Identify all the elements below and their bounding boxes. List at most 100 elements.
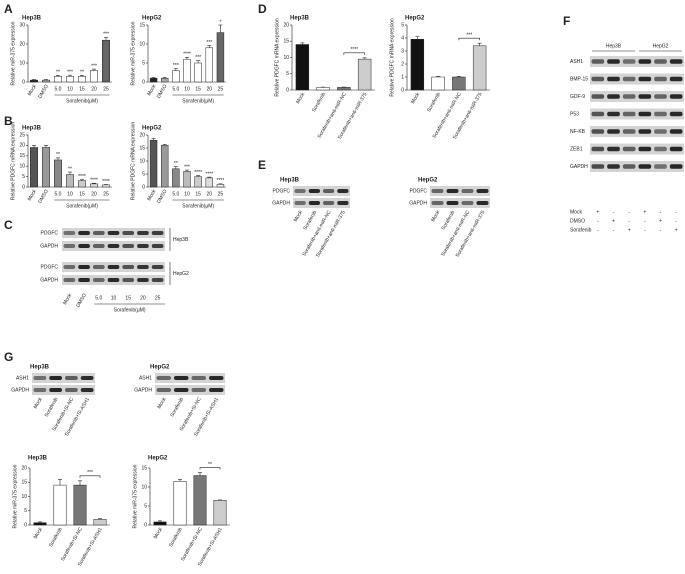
- blot-band: [669, 76, 683, 82]
- bar: [472, 45, 487, 91]
- x-axis-label: Sorafenib(μM): [66, 203, 98, 209]
- significance: ****: [90, 178, 98, 184]
- blot-band: [591, 111, 605, 117]
- blot-band: [137, 278, 149, 282]
- x-tick-label: 10: [67, 191, 73, 197]
- blot-band: [669, 129, 683, 134]
- condition-sign: +: [612, 218, 615, 224]
- blot-band: [622, 129, 636, 134]
- bar: [90, 183, 98, 188]
- blot-band: [151, 231, 164, 235]
- significance: ****: [102, 179, 110, 185]
- blot-band: [308, 189, 320, 193]
- bar: [295, 44, 310, 91]
- y-tick-label: 5: [142, 171, 145, 177]
- bar: [216, 32, 225, 83]
- lane-label: Mock: [146, 83, 157, 97]
- y-tick-label: 0: [286, 87, 289, 93]
- x-axis-label: Sorafenib(μM): [66, 98, 98, 104]
- x-axis-label: Sorafenib(μM): [114, 307, 146, 313]
- blot-background: [430, 198, 490, 208]
- lane-label: Mock: [156, 396, 167, 410]
- blot-band: [92, 244, 105, 248]
- lane-label: 20: [140, 295, 146, 301]
- significance: ***: [67, 69, 73, 75]
- blot-background: [155, 373, 225, 383]
- x-tick-label: 15: [195, 86, 201, 92]
- bar: [172, 168, 180, 188]
- x-tick-label: 25: [218, 191, 224, 197]
- blot-band: [446, 189, 459, 193]
- blot-band: [137, 265, 149, 269]
- blot-band: [323, 189, 335, 193]
- bar: [42, 79, 50, 83]
- blot-background: [32, 373, 95, 383]
- blot-band: [431, 201, 444, 205]
- chart-title: HepG2: [405, 16, 425, 22]
- bar: [357, 58, 372, 91]
- x-tick-label: 25: [218, 86, 224, 92]
- blot-band: [607, 76, 620, 82]
- blot-band: [323, 201, 335, 205]
- blot-band: [654, 76, 667, 82]
- chart-title: Hep3B: [28, 456, 48, 462]
- y-tick-label: 15: [19, 153, 25, 159]
- y-tick-label: 0: [401, 87, 404, 93]
- bar: [194, 176, 202, 188]
- blot-band: [156, 388, 171, 392]
- blot-band: [337, 189, 349, 193]
- blot-background: [155, 385, 225, 395]
- y-tick-label: 5: [286, 71, 289, 77]
- blot-band: [669, 146, 683, 152]
- condition-sign: -: [644, 227, 646, 233]
- blot-background: [293, 198, 350, 208]
- significance: ***: [173, 63, 179, 69]
- condition-sign: +: [643, 209, 646, 215]
- bracket: [343, 52, 365, 55]
- significance: **: [174, 161, 178, 167]
- row-label: ZEB1: [570, 146, 583, 152]
- blot-band: [638, 94, 652, 99]
- blot-band: [122, 231, 135, 235]
- lane-label: Sorafenib: [426, 91, 442, 113]
- blot-band: [607, 59, 620, 64]
- blot-band: [654, 129, 667, 134]
- chart-title: HepG2: [142, 126, 162, 132]
- x-tick-label: 25: [103, 191, 109, 197]
- lane-label: 10: [111, 295, 117, 301]
- blot-background: [293, 186, 350, 196]
- chart-title: Hep3B: [22, 126, 42, 132]
- blot-band: [622, 164, 636, 169]
- blot-band: [78, 265, 90, 269]
- panel-label: G: [4, 350, 13, 364]
- blot-band: [156, 376, 171, 380]
- condition-sign: +: [675, 227, 678, 233]
- blot-band: [622, 59, 636, 64]
- blot-band: [65, 388, 78, 392]
- y-axis-label: Relative miR-375 expression: [10, 21, 16, 85]
- blot-background: [430, 186, 490, 196]
- bar: [30, 147, 38, 188]
- significance: ****: [183, 52, 191, 58]
- panel-label: A: [4, 2, 13, 16]
- y-tick-label: 30: [19, 22, 25, 28]
- significance: **: [56, 70, 60, 76]
- blot-band: [122, 278, 135, 282]
- blot-background: [590, 143, 684, 155]
- blot-band: [591, 146, 605, 152]
- y-tick-label: 0: [22, 79, 25, 85]
- group-label: HepG2: [173, 271, 189, 277]
- blot-band: [33, 376, 47, 380]
- condition-sign: -: [597, 227, 599, 233]
- bar: [66, 174, 74, 188]
- lane-label: DMSO: [37, 84, 50, 100]
- blot-band: [638, 111, 652, 117]
- blot-band: [622, 111, 636, 117]
- blot-band: [607, 146, 620, 152]
- blot-band: [63, 231, 76, 235]
- x-tick-label: 10: [67, 86, 73, 92]
- x-tick-label: 15: [79, 191, 85, 197]
- bar: [205, 47, 213, 83]
- lane-label: DMSO: [37, 189, 50, 205]
- blot-band: [431, 189, 444, 193]
